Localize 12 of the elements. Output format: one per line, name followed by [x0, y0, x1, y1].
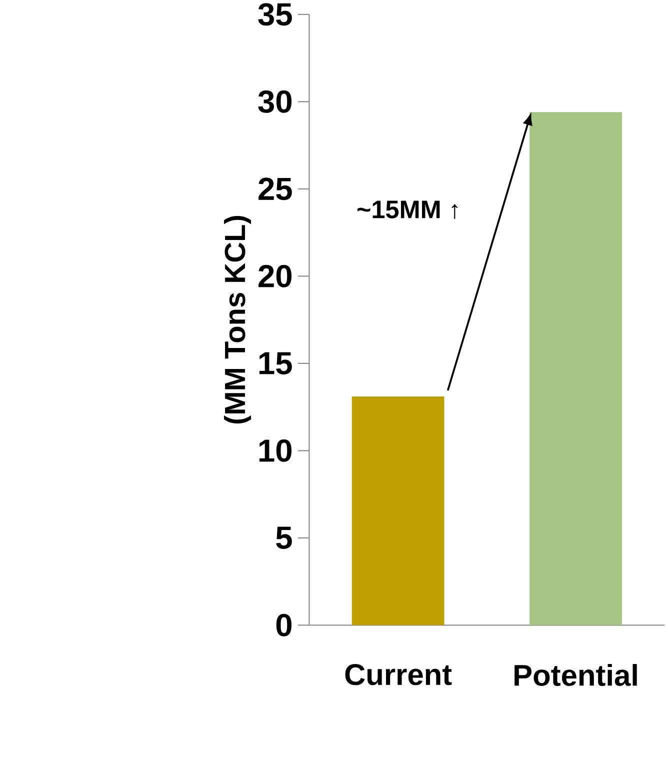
annotation: ~15MM ↑ [358, 200, 458, 219]
y-tick-label: 35 [258, 3, 292, 26]
x-tick-label: Potential [514, 664, 637, 686]
y-tick-label: 0 [276, 614, 292, 636]
y-tick-label: 5 [276, 526, 292, 549]
x-tick-label: Current [345, 664, 452, 686]
y-tick-label: 30 [258, 90, 292, 113]
y-tick-label: 10 [260, 439, 292, 462]
y-axis-title: (MM Tons KCL) [224, 216, 252, 424]
y-tick-label: 25 [258, 178, 292, 200]
y-tick-label: 15 [260, 352, 292, 374]
y-tick-label: 20 [258, 264, 292, 288]
